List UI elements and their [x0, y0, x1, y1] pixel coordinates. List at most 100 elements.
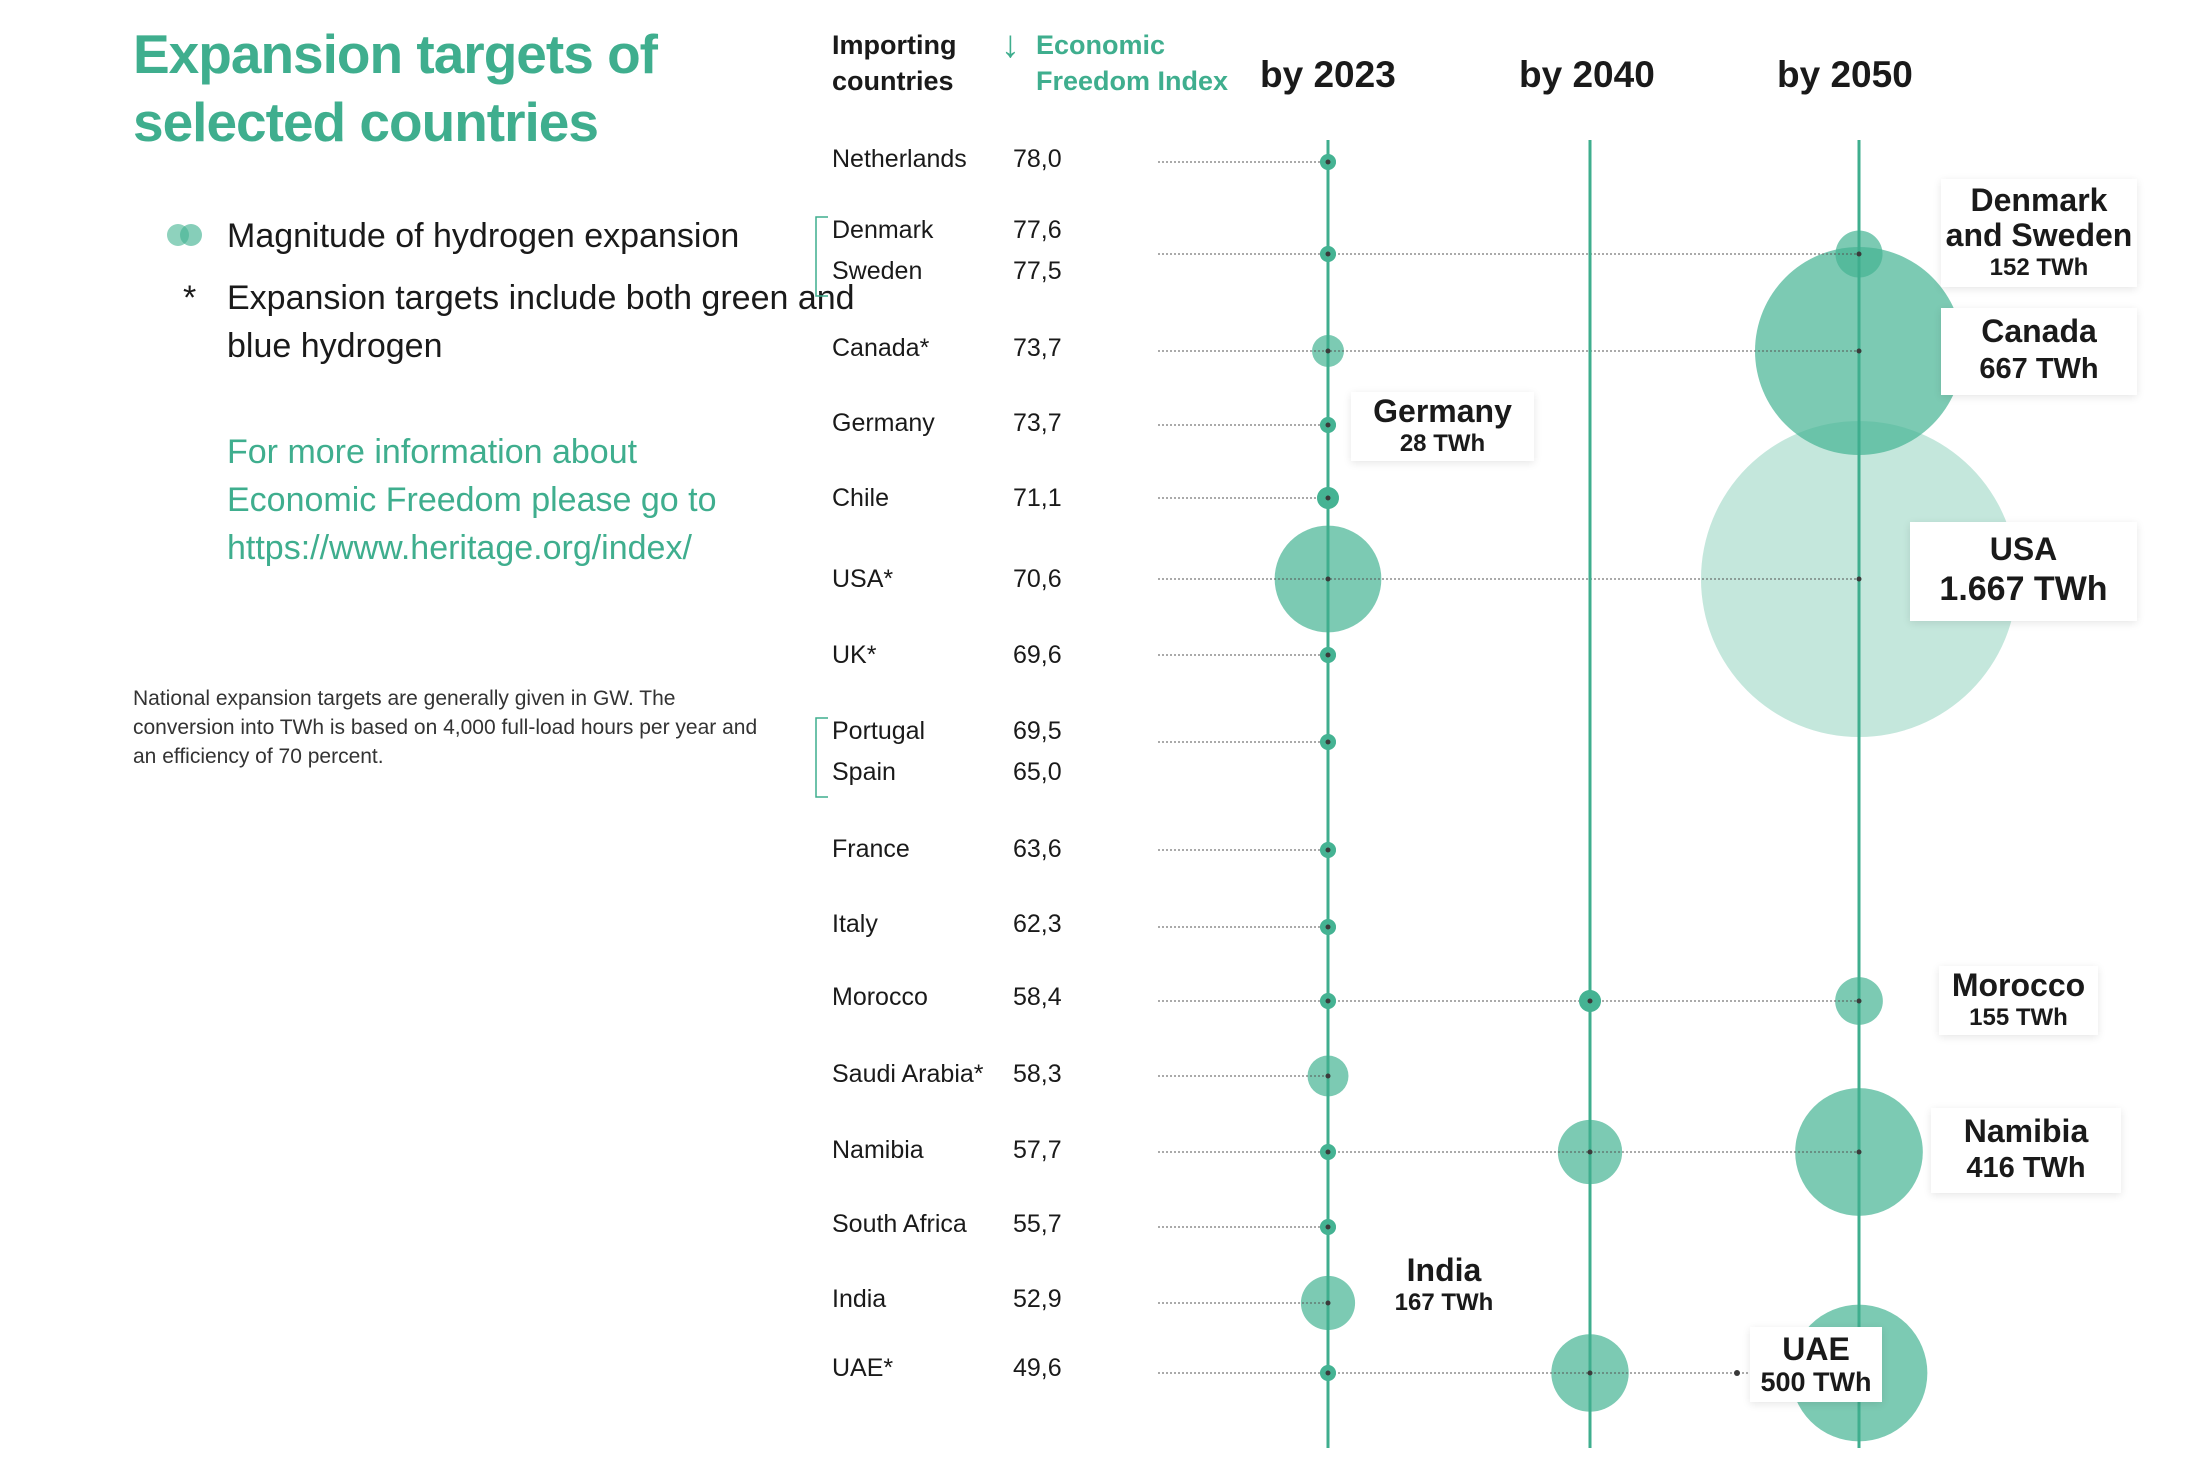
country-label: USA*	[832, 565, 894, 593]
freedom-index-value: 77,5	[1013, 257, 1062, 285]
bubble-center-dot	[1856, 251, 1862, 257]
country-label: UAE*	[832, 1354, 894, 1382]
info-link-text[interactable]: For more information about Economic Free…	[227, 433, 717, 567]
bubble-center-dot	[1325, 159, 1331, 165]
label-name: Namibia	[1963, 1113, 2089, 1149]
label-name: Morocco	[1951, 967, 2086, 1003]
down-arrow-icon: ↓	[1001, 24, 1020, 66]
freedom-index-value: 73,7	[1013, 334, 1062, 362]
label-india: India 167 TWh	[1386, 1252, 1502, 1318]
bubble-center-dot	[1587, 998, 1593, 1004]
bubble-center-dot	[1325, 251, 1331, 257]
bubble-center-dot	[1325, 1073, 1331, 1079]
label-name: UAE	[1782, 1331, 1850, 1367]
label-value: 167 TWh	[1394, 1289, 1494, 1316]
bubble-center-dot	[1325, 652, 1331, 658]
label-germany: Germany 28 TWh	[1351, 392, 1534, 461]
label-value: 152 TWh	[1989, 254, 2089, 281]
label-value: 667 TWh	[1979, 353, 2099, 385]
country-label: India	[832, 1285, 887, 1313]
legend-asterisk-label: Expansion targets include both green and…	[227, 279, 855, 365]
bubble-center-dot	[1856, 998, 1862, 1004]
year-header-2023: by 2023	[1260, 54, 1396, 95]
country-label: UK*	[832, 641, 877, 669]
label-value: 1.667 TWh	[1939, 570, 2108, 608]
page-title: Expansion targets of selected countries	[133, 23, 658, 153]
header-index: Economic Freedom Index	[1036, 30, 1229, 96]
bubble-center-dot	[1325, 1224, 1331, 1230]
freedom-index-value: 65,0	[1013, 758, 1062, 786]
bubble-center-dot	[1325, 348, 1331, 354]
label-morocco: Morocco 155 TWh	[1939, 966, 2098, 1035]
label-usa: USA 1.667 TWh	[1910, 522, 2137, 621]
bubble-center-dot	[1587, 1149, 1593, 1155]
freedom-index-value: 69,5	[1013, 717, 1062, 745]
label-name: India	[1406, 1252, 1482, 1288]
label-value: 155 TWh	[1969, 1004, 2068, 1031]
freedom-index-value: 49,6	[1013, 1354, 1062, 1382]
bubble-center-dot	[1325, 495, 1331, 501]
bubble-center-dot	[1325, 847, 1331, 853]
label-value: 500 TWh	[1760, 1367, 1872, 1397]
legend-magnitude-label: Magnitude of hydrogen expansion	[227, 217, 740, 255]
freedom-index-value: 73,7	[1013, 409, 1062, 437]
year-header-2050: by 2050	[1777, 54, 1913, 95]
freedom-index-value: 58,4	[1013, 983, 1062, 1011]
country-label: Morocco	[832, 983, 928, 1011]
freedom-index-value: 63,6	[1013, 835, 1062, 863]
freedom-index-value: 70,6	[1013, 565, 1062, 593]
bubble-center-dot	[1325, 998, 1331, 1004]
country-label: Chile	[832, 484, 889, 512]
bubble-center-dot	[1325, 924, 1331, 930]
country-label: France	[832, 835, 910, 863]
footnote: National expansion targets are generally…	[133, 687, 758, 768]
bubble-center-dot	[1325, 1300, 1331, 1306]
label-namibia: Namibia 416 TWh	[1931, 1108, 2121, 1193]
label-uae: UAE 500 TWh	[1750, 1327, 1882, 1402]
country-label: Germany	[832, 409, 935, 437]
label-value: 28 TWh	[1399, 430, 1486, 457]
freedom-index-value: 78,0	[1013, 145, 1062, 173]
bubble-center-dot	[1587, 1370, 1593, 1376]
freedom-index-value: 52,9	[1013, 1285, 1062, 1313]
freedom-index-value: 57,7	[1013, 1136, 1062, 1164]
label-name: Denmark and Sweden	[1945, 182, 2133, 253]
country-label: Saudi Arabia*	[832, 1060, 984, 1088]
bubble-center-dot	[1856, 1149, 1862, 1155]
uae-connector-dot	[1734, 1370, 1740, 1376]
bubble-center-dot	[1325, 422, 1331, 428]
group-bracket	[815, 216, 828, 297]
label-denmark-sweden: Denmark and Sweden 152 TWh	[1941, 179, 2137, 287]
freedom-index-value: 71,1	[1013, 484, 1062, 512]
country-label: Canada*	[832, 334, 930, 362]
country-label: Denmark	[832, 216, 934, 244]
country-label: Namibia	[832, 1136, 924, 1164]
label-name: USA	[1989, 531, 2058, 567]
header-importing: Importing countries	[832, 30, 957, 96]
asterisk-icon: *	[183, 279, 197, 317]
bubble-center-dot	[1325, 576, 1331, 582]
label-value: 416 TWh	[1966, 1152, 2086, 1184]
freedom-index-value: 69,6	[1013, 641, 1062, 669]
country-label: Netherlands	[832, 145, 967, 173]
freedom-index-value: 77,6	[1013, 216, 1062, 244]
bubble-center-dot	[1856, 348, 1862, 354]
bubble-center-dot	[1325, 1149, 1331, 1155]
bubble-center-dot	[1325, 739, 1331, 745]
label-name: Canada	[1981, 313, 2097, 349]
country-label: Italy	[832, 910, 878, 938]
freedom-index-value: 58,3	[1013, 1060, 1062, 1088]
freedom-index-value: 62,3	[1013, 910, 1062, 938]
bubble-center-dot	[1325, 1370, 1331, 1376]
country-label: Spain	[832, 758, 896, 786]
freedom-index-value: 55,7	[1013, 1210, 1062, 1238]
country-label: South Africa	[832, 1210, 967, 1238]
country-label: Portugal	[832, 717, 926, 745]
bubble-center-dot	[1856, 576, 1862, 582]
country-label: Sweden	[832, 257, 923, 285]
group-bracket	[815, 717, 828, 798]
overlapping-circles-icon	[167, 224, 202, 246]
year-header-2040: by 2040	[1519, 54, 1655, 95]
label-name: Germany	[1373, 393, 1512, 429]
